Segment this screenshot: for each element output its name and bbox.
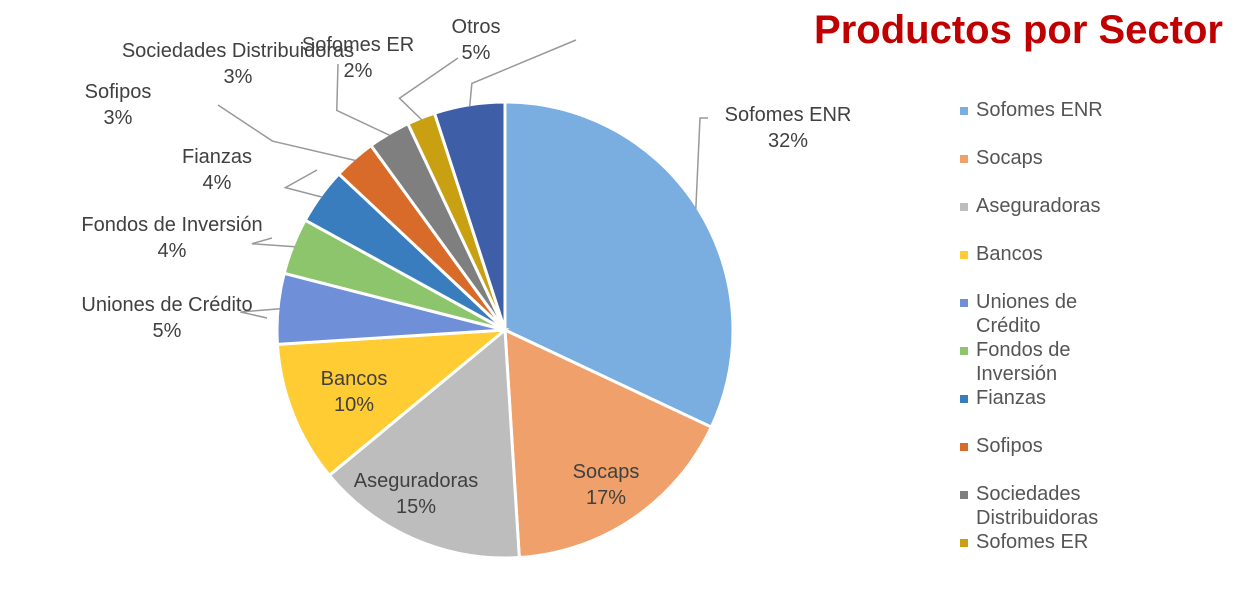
data-label-name: Uniones de Crédito	[81, 294, 253, 316]
legend-label: Bancos	[976, 243, 1043, 265]
legend-item: Sofipos	[960, 434, 1146, 482]
data-label-name: Sofomes ER	[301, 34, 415, 56]
data-label-value: 5%	[461, 42, 491, 64]
legend-item: Uniones de Crédito	[960, 290, 1146, 338]
legend: Sofomes ENR Socaps Aseguradoras Bancos Union…	[960, 98, 1190, 560]
legend-swatch	[960, 395, 968, 403]
leader-line	[398, 57, 459, 121]
data-label-name: Fondos de Inversión	[81, 214, 263, 236]
data-label-name: Sofomes ENR	[724, 104, 852, 126]
legend-label: Aseguradoras	[976, 195, 1101, 217]
legend-swatch	[960, 347, 968, 355]
data-label: Sofomes ER 2%	[302, 32, 414, 84]
legend-swatch	[960, 491, 968, 499]
leader-line	[240, 307, 281, 319]
data-label: Sociedades Distribuidoras 3%	[122, 38, 354, 90]
data-label-name: Sociedades Distribuidoras	[121, 40, 355, 62]
data-label-value: 17%	[585, 487, 627, 509]
data-label: Bancos 10%	[321, 366, 388, 418]
legend-swatch	[960, 251, 968, 259]
legend-item: Sofomes ENR	[960, 98, 1146, 146]
legend-swatch	[960, 107, 968, 115]
legend-swatch	[960, 443, 968, 451]
data-label-value: 32%	[767, 130, 809, 152]
legend-swatch	[960, 203, 968, 211]
legend-swatch	[960, 539, 968, 547]
data-label-name: Bancos	[320, 368, 388, 390]
legend-label: Sociedades Distribuidoras	[976, 483, 1099, 529]
legend-item: Sofomes ER	[960, 530, 1146, 560]
data-label: Sofipos 3%	[85, 79, 152, 131]
data-label: Otros 5%	[452, 14, 501, 66]
legend-item: Fianzas	[960, 386, 1146, 434]
data-label: Sofomes ENR 32%	[725, 102, 852, 154]
legend-label: Uniones de Crédito	[976, 291, 1078, 337]
legend-item: Bancos	[960, 242, 1146, 290]
legend-label: Fianzas	[976, 387, 1047, 409]
legend-item: Aseguradoras	[960, 194, 1146, 242]
legend-item: Fondos de Inversión	[960, 338, 1146, 386]
legend-label: Socaps	[976, 147, 1043, 169]
data-label-value: 10%	[333, 394, 375, 416]
leader-line	[283, 169, 323, 198]
data-label: Fondos de Inversión 4%	[81, 212, 262, 264]
legend-label: Sofomes ER	[976, 531, 1089, 553]
data-label: Socaps 17%	[573, 459, 640, 511]
data-label-value: 15%	[395, 496, 437, 518]
data-label: Fianzas 4%	[182, 144, 252, 196]
data-label-name: Otros	[451, 16, 501, 38]
leader-line	[217, 104, 356, 162]
pie-slice	[503, 327, 714, 560]
data-label-value: 4%	[202, 172, 232, 194]
legend-swatch	[960, 155, 968, 163]
data-label-value: 4%	[157, 240, 187, 262]
legend-label: Sofipos	[976, 435, 1043, 457]
data-label-value: 3%	[223, 66, 253, 88]
data-label-name: Socaps	[572, 461, 640, 483]
data-label-value: 2%	[343, 60, 373, 82]
leader-line	[251, 237, 295, 248]
data-label: Aseguradoras 15%	[354, 468, 479, 520]
legend-label: Sofomes ENR	[976, 99, 1103, 121]
data-label-value: 3%	[103, 107, 133, 129]
pie-slice	[327, 326, 521, 560]
legend-label: Fondos de Inversión	[976, 339, 1071, 385]
leader-line	[695, 117, 708, 209]
leader-line	[468, 39, 577, 107]
legend-item: Socaps	[960, 146, 1146, 194]
chart-title: Productos por Sector	[814, 8, 1223, 52]
pie-slice	[275, 328, 510, 478]
data-label-value: 5%	[152, 320, 182, 342]
legend-item: Sociedades Distribuidoras	[960, 482, 1146, 530]
data-label-name: Aseguradoras	[353, 470, 479, 492]
data-label-name: Fianzas	[181, 146, 253, 168]
leader-line	[336, 63, 391, 137]
pie-slice	[503, 100, 735, 430]
data-label: Uniones de Crédito 5%	[81, 292, 252, 344]
legend-swatch	[960, 299, 968, 307]
data-label-name: Sofipos	[84, 81, 152, 103]
